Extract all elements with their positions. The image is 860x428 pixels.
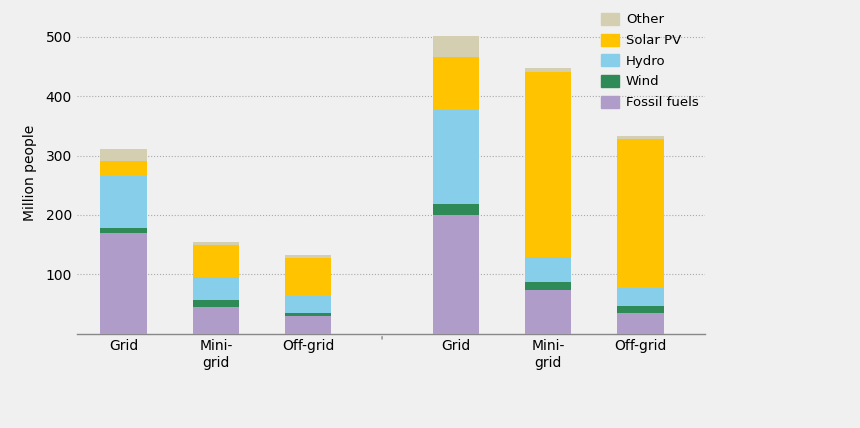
Bar: [525, 256, 571, 282]
Bar: [101, 228, 147, 233]
Bar: [286, 258, 331, 297]
Bar: [617, 140, 664, 288]
Bar: [101, 176, 147, 228]
Bar: [193, 300, 239, 307]
Legend: Other, Solar PV, Hydro, Wind, Fossil fuels: Other, Solar PV, Hydro, Wind, Fossil fue…: [601, 13, 698, 109]
Bar: [286, 313, 331, 316]
Bar: [193, 245, 239, 277]
Bar: [433, 57, 479, 110]
Bar: [286, 255, 331, 258]
Bar: [433, 215, 479, 334]
Bar: [286, 297, 331, 313]
Bar: [433, 110, 479, 204]
Bar: [617, 137, 664, 140]
Bar: [101, 149, 147, 161]
Bar: [525, 72, 571, 256]
Bar: [286, 316, 331, 334]
Bar: [617, 313, 664, 334]
Bar: [101, 161, 147, 176]
Bar: [193, 277, 239, 300]
Y-axis label: Million people: Million people: [23, 125, 37, 221]
Bar: [101, 233, 147, 334]
Bar: [433, 204, 479, 215]
Bar: [617, 306, 664, 313]
Bar: [525, 282, 571, 291]
Bar: [433, 36, 479, 57]
Bar: [193, 242, 239, 245]
Bar: [525, 291, 571, 334]
Bar: [525, 68, 571, 72]
Bar: [617, 288, 664, 306]
Bar: [193, 307, 239, 334]
